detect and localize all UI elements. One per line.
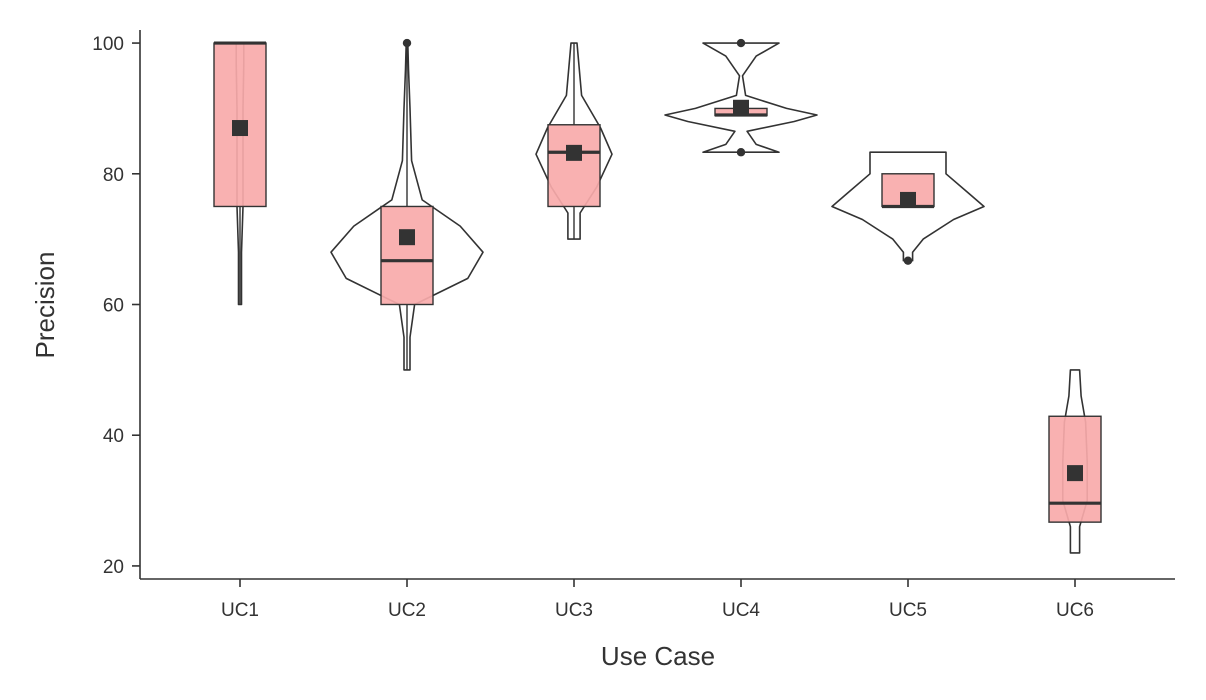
mean-marker: [232, 120, 248, 137]
x-tick-label: UC1: [221, 600, 259, 621]
axes: [139, 30, 1175, 580]
violin-outline: [831, 151, 985, 262]
x-tick-label: UC6: [1056, 600, 1094, 621]
box: [380, 205, 434, 306]
y-tick-label: 40: [103, 426, 124, 447]
violin-layer: [235, 42, 1088, 554]
x-tick-label: UC4: [722, 600, 760, 621]
y-tick-label: 80: [103, 165, 124, 186]
outlier-point: [736, 38, 746, 48]
y-ticks: 20 40 60 80 100: [92, 34, 140, 578]
violin-outline: [664, 42, 818, 153]
x-tick-label: UC5: [889, 600, 927, 621]
x-axis-title: Use Case: [601, 641, 715, 671]
mean-marker: [1067, 465, 1083, 482]
box-layer: [213, 38, 1102, 523]
y-tick-label: 100: [92, 34, 124, 55]
outlier-point: [736, 148, 746, 157]
mean-marker: [733, 99, 749, 116]
outlier-point: [903, 256, 913, 265]
y-axis-title: Precision: [30, 252, 60, 359]
outlier-point: [402, 38, 412, 48]
mean-marker: [900, 191, 916, 208]
x-tick-label: UC2: [388, 600, 426, 621]
mean-marker: [566, 144, 582, 161]
x-ticks: UC1 UC2 UC3 UC4 UC5 UC6: [221, 579, 1094, 621]
mean-marker: [399, 229, 415, 246]
y-tick-label: 20: [103, 557, 124, 578]
box: [547, 124, 601, 208]
x-tick-label: UC3: [555, 600, 593, 621]
y-tick-label: 60: [103, 296, 124, 317]
